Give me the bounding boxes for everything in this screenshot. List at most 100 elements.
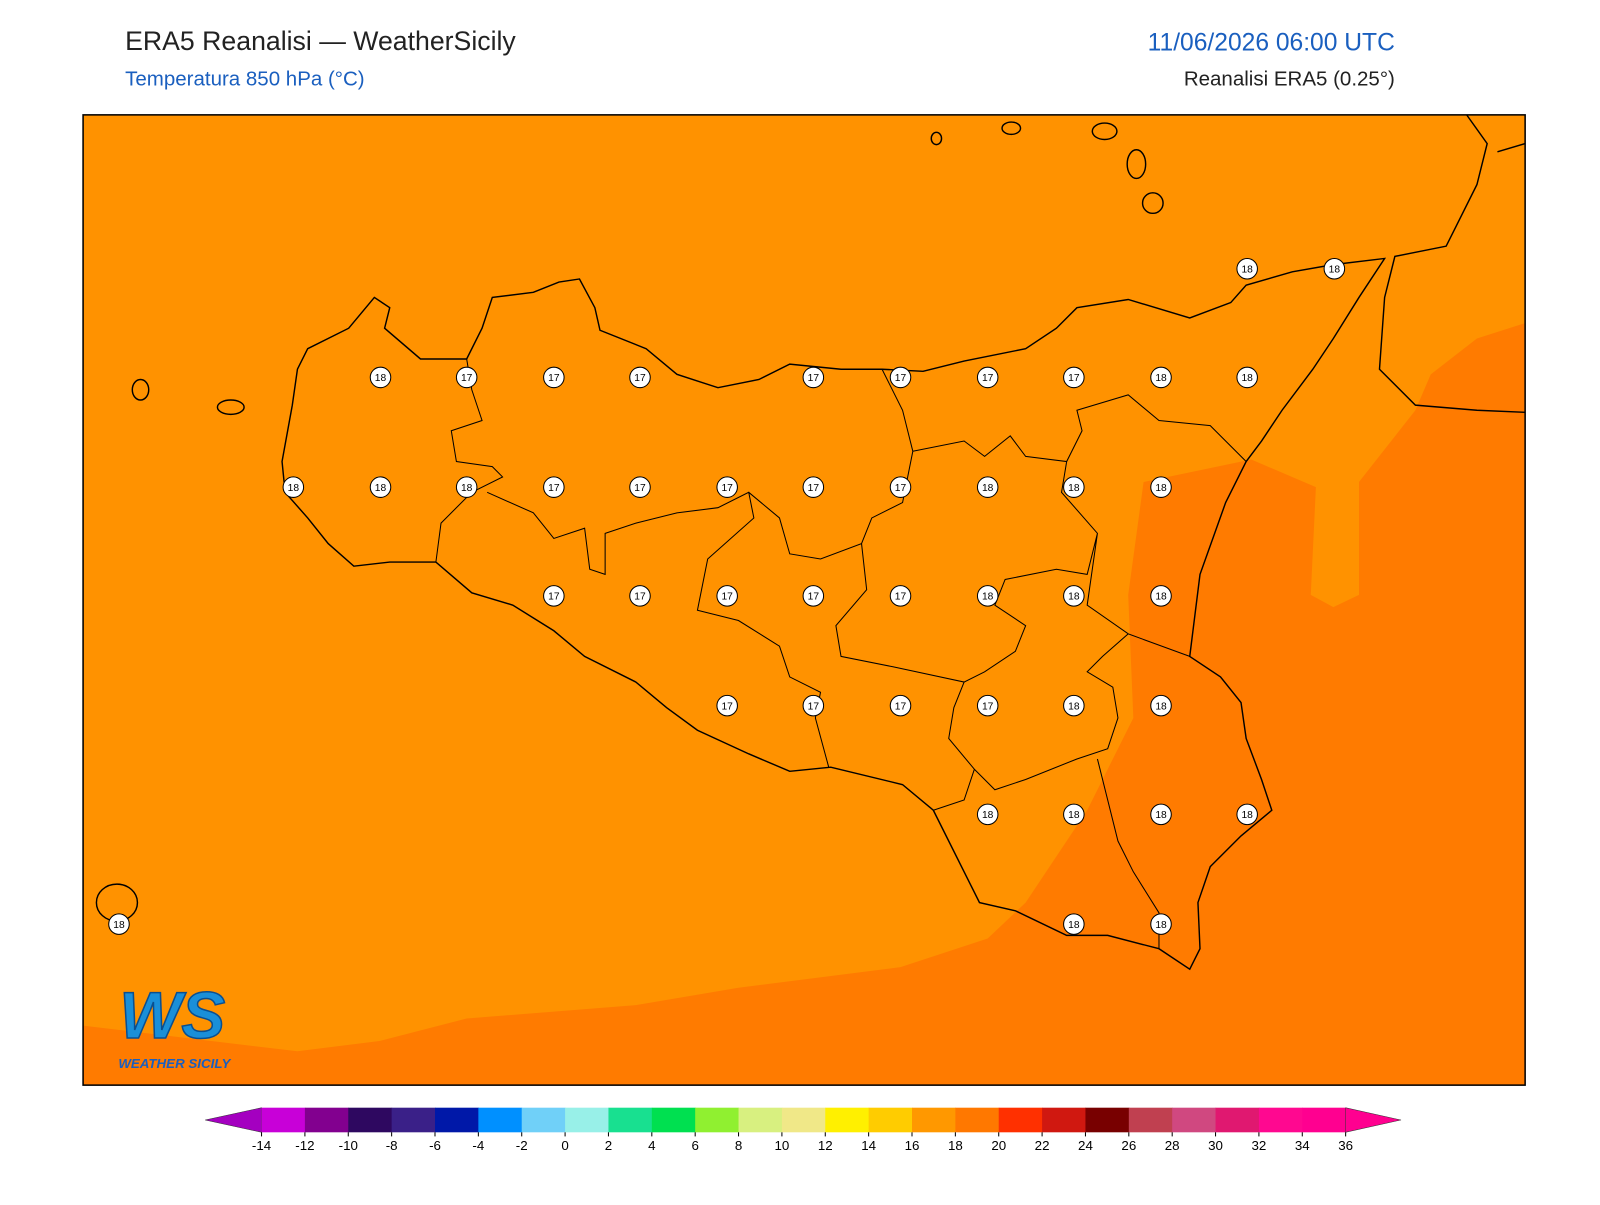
colorbar-bin	[348, 1107, 393, 1133]
colorbar-tick-label: -6	[429, 1138, 441, 1153]
station-marker	[802, 694, 825, 717]
station-marker	[1063, 803, 1085, 826]
colorbar-tick-label: 10	[774, 1138, 789, 1153]
colorbar-bin	[998, 1107, 1043, 1133]
station-marker	[282, 476, 305, 498]
colorbar-tick-label: 6	[691, 1138, 698, 1153]
map: 18 18 18 17 17 17 17 17 17 17 18 18 18 18 18 17 17 17 17 17…	[82, 114, 1526, 1086]
colorbar-bin	[781, 1107, 826, 1133]
station-value: 17	[548, 483, 560, 494]
island	[930, 131, 943, 146]
title: ERA5 Reanalisi — WeatherSicily	[125, 26, 516, 56]
station-marker	[802, 366, 825, 389]
station-value: 17	[982, 701, 994, 712]
colorbar-tick-label: -14	[252, 1138, 272, 1153]
colorbar-tick-label: 2	[605, 1138, 612, 1153]
station-value: 18	[375, 373, 387, 384]
station-marker	[716, 585, 738, 607]
station-marker	[1063, 476, 1085, 498]
colorbar-tick-label: -4	[472, 1138, 484, 1153]
colorbar-tick-label: 26	[1121, 1138, 1136, 1153]
colorbar-bin	[1172, 1107, 1217, 1133]
colorbar-tick-label: 30	[1208, 1138, 1223, 1153]
colorbar-bin	[825, 1107, 870, 1133]
station-value: 18	[113, 920, 125, 931]
station-value: 18	[1241, 373, 1253, 384]
station-marker	[629, 476, 651, 498]
station-marker	[802, 476, 825, 498]
colorbar-bin	[1215, 1107, 1260, 1133]
station-marker	[369, 476, 392, 498]
coastline	[281, 257, 1387, 971]
colorbar-tick-label: 32	[1251, 1138, 1266, 1153]
colorbar-bin	[1085, 1107, 1130, 1133]
station-value: 17	[895, 701, 907, 712]
island	[1126, 149, 1147, 180]
station-marker	[716, 694, 738, 717]
colorbar: -14 -12 -10 -8 -6 -4 -2 0 2 4 6 8 10 12 14 16 18 20 22 24 26…	[205, 1107, 1402, 1153]
station-marker	[543, 585, 565, 607]
station-marker	[976, 803, 999, 826]
station-value: 18	[1155, 920, 1167, 931]
station-value: 18	[461, 483, 473, 494]
station-value: 17	[895, 483, 907, 494]
station-marker	[889, 694, 912, 717]
station-value: 18	[1068, 701, 1080, 712]
colorbar-tick-label: 36	[1338, 1138, 1353, 1153]
colorbar-bin	[1042, 1107, 1086, 1133]
logo-mark: WS	[119, 979, 225, 1052]
colorbar-tick-label: 20	[991, 1138, 1006, 1153]
colorbar-tick-label: -2	[516, 1138, 528, 1153]
station-marker	[1150, 476, 1172, 498]
station-value: 18	[288, 483, 300, 494]
colorbar-tick-label: -12	[295, 1138, 314, 1153]
station-marker	[1063, 694, 1085, 717]
station-marker	[1150, 585, 1172, 607]
station-value: 18	[1068, 483, 1080, 494]
station-value: 18	[1155, 701, 1167, 712]
station-marker	[889, 585, 912, 607]
warm-region	[83, 323, 1526, 1086]
station-value: 17	[548, 592, 560, 603]
station-marker	[543, 476, 565, 498]
station-value: 18	[1068, 810, 1080, 821]
colorbar-bin	[434, 1107, 479, 1133]
station-value: 17	[721, 483, 733, 494]
station-value: 17	[634, 373, 646, 384]
station-marker	[1063, 913, 1085, 935]
province-border	[435, 358, 1247, 949]
colorbar-tick-label: -10	[339, 1138, 358, 1153]
station-marker	[1236, 803, 1258, 826]
station-marker	[629, 366, 651, 389]
colorbar-bin	[565, 1107, 609, 1133]
colorbar-extend-high	[1345, 1107, 1402, 1133]
colorbar-tick-label: 8	[735, 1138, 742, 1153]
coastline	[1378, 114, 1526, 414]
colorbar-extend-low	[205, 1107, 262, 1133]
station-value: 17	[634, 592, 646, 603]
colorbar-tick-label: 4	[648, 1138, 656, 1153]
colorbar-bin	[304, 1107, 349, 1133]
station-value: 17	[982, 373, 994, 384]
station-value: 18	[982, 810, 994, 821]
station-marker	[455, 366, 478, 389]
station-value: 17	[721, 592, 733, 603]
station-marker	[1236, 257, 1258, 280]
logo-name: WEATHER SICILY	[118, 1056, 231, 1071]
island	[1091, 122, 1118, 141]
station-marker	[1236, 366, 1258, 389]
station-marker	[1063, 585, 1085, 607]
station-marker	[455, 476, 478, 498]
station-value: 18	[1329, 264, 1341, 275]
colorbar-bin	[651, 1107, 696, 1133]
colorbar-bin	[608, 1107, 653, 1133]
station-marker	[802, 585, 825, 607]
station-marker	[1150, 366, 1172, 389]
colorbar-bin	[1302, 1107, 1347, 1133]
colorbar-tick-label: 16	[905, 1138, 920, 1153]
station-value: 17	[634, 483, 646, 494]
station-value: 17	[808, 483, 820, 494]
station-marker	[543, 366, 565, 389]
colorbar-bin	[261, 1107, 306, 1133]
